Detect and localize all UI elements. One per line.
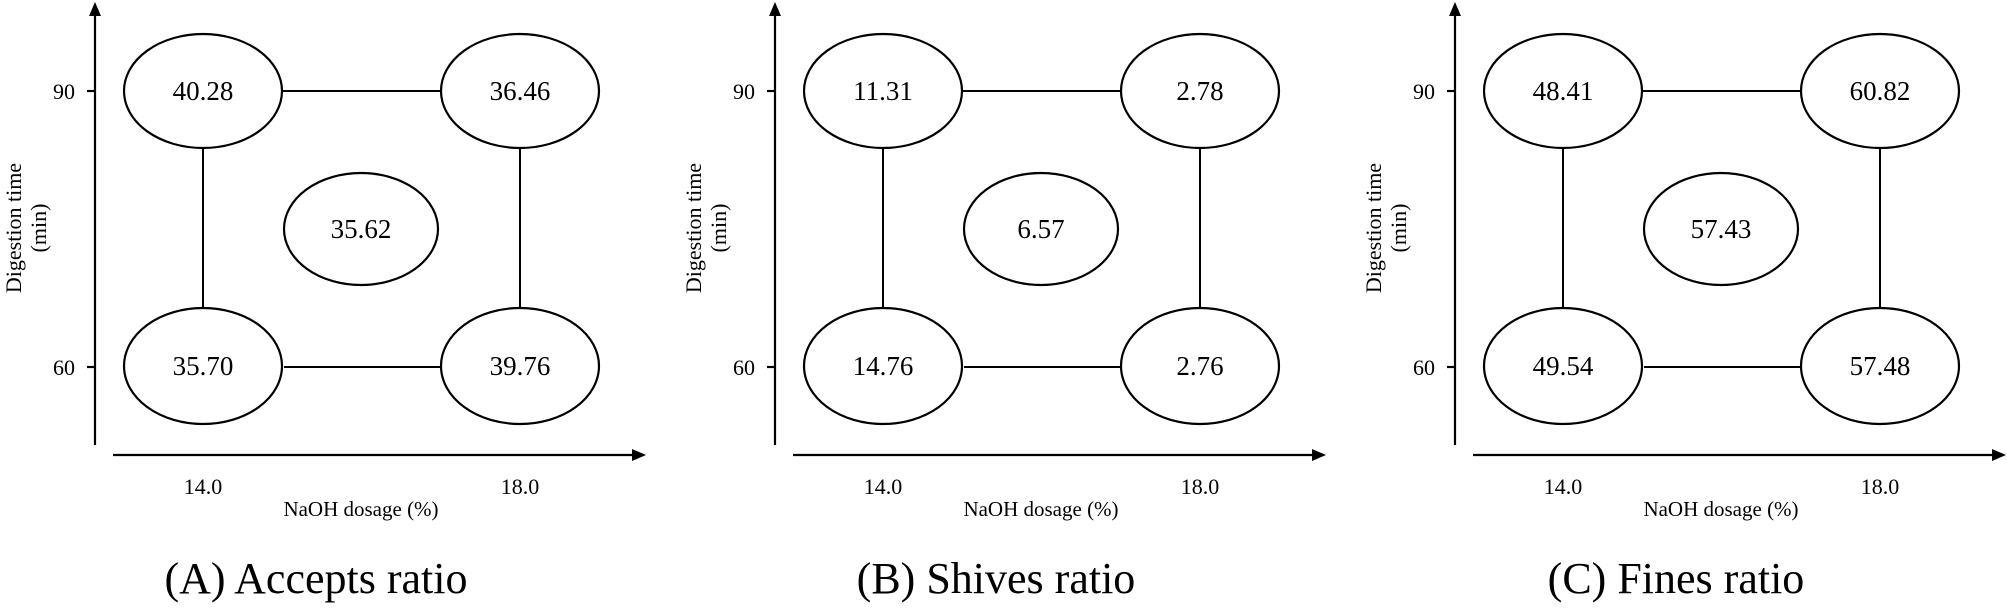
panel-a: 90 60 Digestion time (min) 14.0 18.0 NaO… bbox=[1, 2, 646, 603]
panel-caption: (B) Shives ratio bbox=[857, 554, 1136, 603]
value-top-left: 48.41 bbox=[1533, 76, 1594, 106]
y-tick-label-60: 60 bbox=[53, 355, 75, 380]
y-axis-unit: (min) bbox=[1386, 204, 1411, 253]
value-top-left: 40.28 bbox=[173, 76, 234, 106]
value-top-right: 36.46 bbox=[490, 76, 551, 106]
node-top-left bbox=[802, 32, 964, 150]
y-tick-label-90: 90 bbox=[733, 79, 755, 104]
y-tick-label-60: 60 bbox=[1413, 355, 1435, 380]
node-center bbox=[1642, 171, 1800, 287]
x-tick-label-14: 14.0 bbox=[864, 474, 903, 499]
x-axis-label: NaOH dosage (%) bbox=[283, 497, 438, 521]
panel-caption: (A) Accepts ratio bbox=[165, 554, 468, 603]
node-bottom-right bbox=[1119, 306, 1281, 426]
node-top-right bbox=[439, 32, 601, 150]
y-tick-label-90: 90 bbox=[1413, 79, 1435, 104]
y-axis-label: Digestion time bbox=[1361, 163, 1386, 293]
value-bottom-right: 57.48 bbox=[1850, 351, 1911, 381]
node-center bbox=[962, 171, 1120, 287]
x-axis-arrow bbox=[1312, 449, 1326, 461]
y-axis-unit: (min) bbox=[26, 204, 51, 253]
y-axis-label: Digestion time bbox=[1, 163, 26, 293]
value-top-right: 60.82 bbox=[1850, 76, 1911, 106]
y-tick-label-90: 90 bbox=[53, 79, 75, 104]
panel-caption: (C) Fines ratio bbox=[1548, 554, 1805, 603]
y-axis-arrow bbox=[769, 2, 781, 16]
x-axis-arrow bbox=[1992, 449, 2006, 461]
y-tick-label-60: 60 bbox=[733, 355, 755, 380]
y-axis-label: Digestion time bbox=[681, 163, 706, 293]
node-top-right bbox=[1119, 32, 1281, 150]
node-bottom-left bbox=[122, 306, 284, 426]
node-bottom-left bbox=[1482, 306, 1644, 426]
node-top-left bbox=[1482, 32, 1644, 150]
node-bottom-left bbox=[802, 306, 964, 426]
value-bottom-right: 39.76 bbox=[490, 351, 551, 381]
node-top-right bbox=[1799, 32, 1961, 150]
node-bottom-right bbox=[1799, 306, 1961, 426]
x-tick-label-18: 18.0 bbox=[501, 474, 540, 499]
y-axis-arrow bbox=[89, 2, 101, 16]
x-tick-label-18: 18.0 bbox=[1861, 474, 1900, 499]
value-bottom-left: 49.54 bbox=[1533, 351, 1594, 381]
x-tick-label-14: 14.0 bbox=[1544, 474, 1583, 499]
y-axis-arrow bbox=[1449, 2, 1461, 16]
value-top-left: 11.31 bbox=[853, 76, 913, 106]
value-center: 35.62 bbox=[331, 214, 392, 244]
value-center: 6.57 bbox=[1017, 214, 1064, 244]
x-axis-label: NaOH dosage (%) bbox=[963, 497, 1118, 521]
panel-c: 90 60 Digestion time (min) 14.0 18.0 NaO… bbox=[1361, 2, 2006, 603]
x-tick-label-18: 18.0 bbox=[1181, 474, 1220, 499]
panel-b: 90 60 Digestion time (min) 14.0 18.0 NaO… bbox=[681, 2, 1326, 603]
node-center bbox=[282, 171, 440, 287]
node-top-left bbox=[122, 32, 284, 150]
x-axis-arrow bbox=[632, 449, 646, 461]
x-axis-label: NaOH dosage (%) bbox=[1643, 497, 1798, 521]
value-bottom-right: 2.76 bbox=[1176, 351, 1223, 381]
value-bottom-left: 35.70 bbox=[173, 351, 234, 381]
value-top-right: 2.78 bbox=[1176, 76, 1223, 106]
y-axis-unit: (min) bbox=[706, 204, 731, 253]
node-bottom-right bbox=[439, 306, 601, 426]
value-center: 57.43 bbox=[1691, 214, 1752, 244]
value-bottom-left: 14.76 bbox=[853, 351, 914, 381]
x-tick-label-14: 14.0 bbox=[184, 474, 223, 499]
